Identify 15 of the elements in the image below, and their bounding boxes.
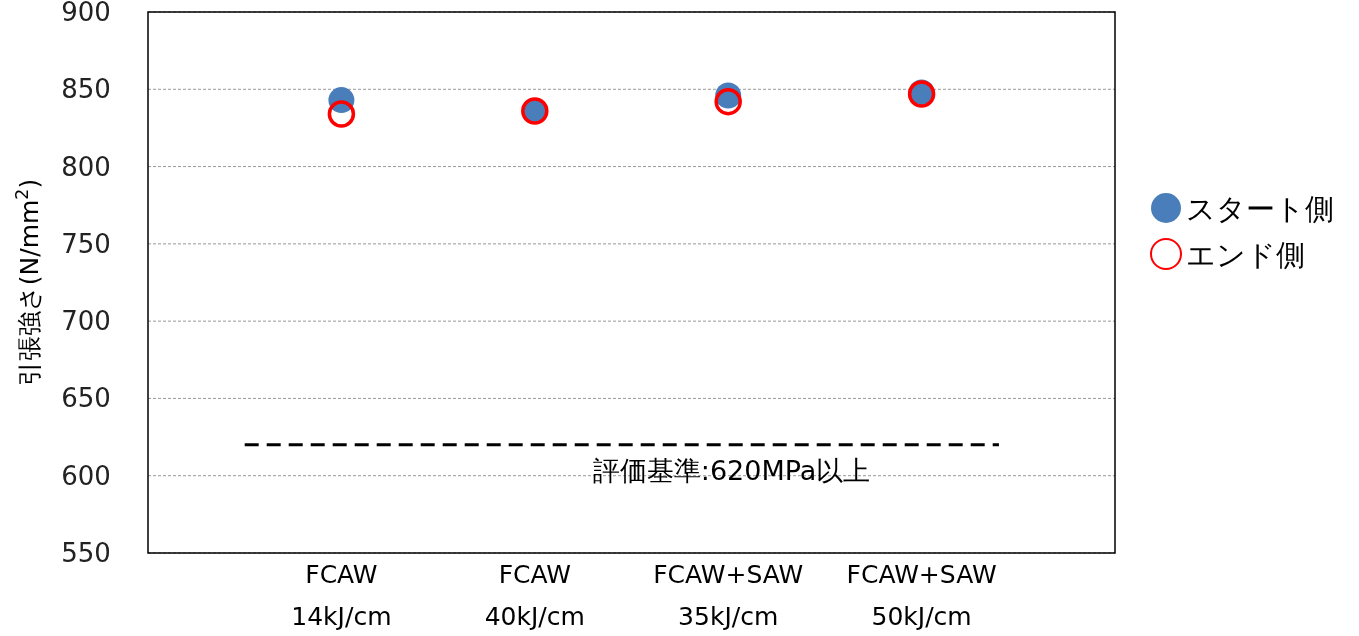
legend-label: エンド側 xyxy=(1186,238,1305,272)
y-tick-label: 750 xyxy=(61,228,111,259)
ref-line-label: 評価基準:620MPa以上 xyxy=(592,454,871,486)
x-tick-label: FCAW+SAW 35kJ/cm xyxy=(653,560,804,631)
x-tick-label: FCAW+SAW 50kJ/cm xyxy=(846,560,997,631)
x-tick-label: FCAW 14kJ/cm xyxy=(291,560,392,631)
y-tick-label: 600 xyxy=(61,460,111,491)
y-tick-label: 850 xyxy=(61,74,111,105)
y-tick-label: 650 xyxy=(61,383,111,414)
y-tick-label: 800 xyxy=(61,151,111,182)
legend-label: スタート側 xyxy=(1186,192,1334,226)
y-tick-label: 550 xyxy=(61,538,111,568)
y-tick-label: 900 xyxy=(61,0,111,27)
x-tick-label: FCAW 40kJ/cm xyxy=(484,560,585,631)
y-tick-label: 700 xyxy=(61,306,111,337)
